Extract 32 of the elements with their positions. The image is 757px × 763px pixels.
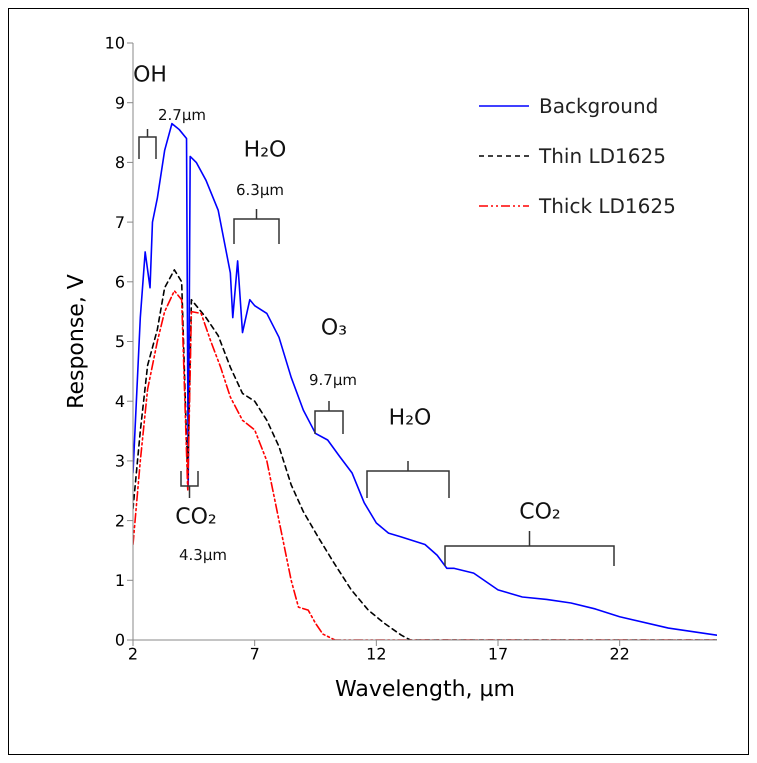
y-tick-label: 10	[104, 34, 125, 53]
annotation: CO₂	[519, 500, 561, 524]
y-tick-label: 4	[114, 392, 125, 411]
x-tick-label: 7	[250, 644, 260, 664]
annotation: OH	[133, 62, 167, 88]
y-tick-label: 1	[114, 570, 125, 590]
y-tick-label: 9	[114, 93, 125, 112]
y-tick-label: 5	[114, 332, 125, 352]
annotation: 2.7µm	[158, 106, 206, 124]
x-tick-label: 12	[366, 644, 387, 664]
y-tick-label: 7	[114, 212, 125, 232]
y-tick-label: 6	[114, 272, 125, 292]
legend-label: Thin LD1625	[539, 144, 666, 168]
y-tick-label: 0	[114, 630, 125, 650]
x-tick-label: 17	[488, 644, 508, 664]
legend-label: Background	[539, 94, 658, 118]
line-series	[133, 122, 717, 636]
annotation: H₂O	[388, 406, 432, 430]
legend-label: Thick LD1625	[539, 194, 676, 218]
y-axis-title: Response, V	[64, 274, 89, 409]
annotation: 4.3µm	[178, 546, 228, 564]
annotation: O₃	[320, 316, 348, 340]
x-tick-label: 2	[128, 644, 138, 664]
annotation: 6.3µm	[236, 181, 284, 199]
y-tick-label: 2	[114, 511, 125, 530]
y-tick-label: 8	[114, 153, 125, 172]
annotation: CO₂	[175, 504, 217, 530]
y-tick-label: 3	[114, 452, 125, 471]
x-tick-label: 22	[609, 644, 630, 664]
x-axis-title: Wavelength, µm	[335, 677, 515, 702]
annotation: 9.7µm	[308, 371, 358, 389]
annotation: H₂O	[244, 138, 286, 162]
